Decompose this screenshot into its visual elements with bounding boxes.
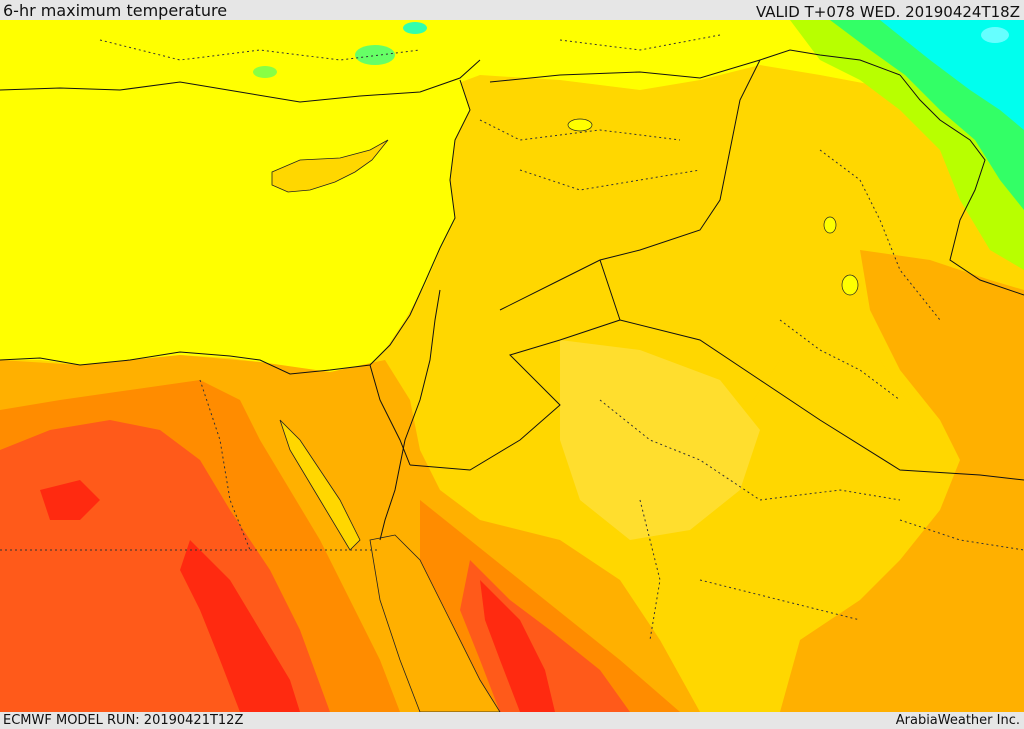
zone-arabia-red-orange [460, 560, 630, 712]
zone-central-light-yellow [560, 340, 760, 540]
zone-red-1 [180, 540, 300, 712]
zone-green-spot-1 [355, 45, 395, 65]
coastline-turkey [0, 59, 481, 103]
zone-red-3 [40, 480, 100, 520]
border-syria-east [499, 59, 761, 311]
lake-1 [567, 118, 593, 132]
valid-time: VALID T+078 WED. 20190424T18Z [755, 3, 1020, 21]
zone-ne-cyan [880, 20, 1024, 130]
zone-east-light [640, 280, 940, 640]
sea-mediterranean [0, 80, 470, 376]
footer-bar: ECMWF MODEL RUN: 20190421T12Z ArabiaWeat… [0, 712, 1024, 729]
border-israel-jordan [379, 289, 441, 541]
border-jordan-saudi [409, 259, 621, 471]
zone-green-spot-3 [253, 66, 277, 78]
zone-green-spot-2 [403, 22, 427, 34]
zone-ne-cyan-spot [981, 27, 1009, 43]
border-saudi-iraq [619, 319, 1024, 481]
dotted-boundaries [0, 34, 1024, 641]
lake-3 [823, 216, 837, 234]
zone-red-2 [480, 580, 555, 712]
lake-2 [841, 274, 859, 296]
border-iraq-iran [899, 74, 1024, 296]
temperature-map [0, 20, 1024, 712]
zone-north-yellow [0, 20, 1024, 150]
map-title: 6-hr maximum temperature [3, 1, 228, 20]
sea-gulf-suez [279, 419, 361, 551]
island-cyprus [271, 139, 389, 193]
zone-east-orange [780, 250, 1024, 712]
model-run: ECMWF MODEL RUN: 20190421T12Z [3, 713, 244, 728]
border-egypt-east [369, 364, 411, 466]
sea-red-sea [369, 534, 501, 712]
credit-label: ArabiaWeather Inc. [895, 713, 1020, 728]
header-bar: 6-hr maximum temperature VALID T+078 WED… [0, 0, 1024, 20]
